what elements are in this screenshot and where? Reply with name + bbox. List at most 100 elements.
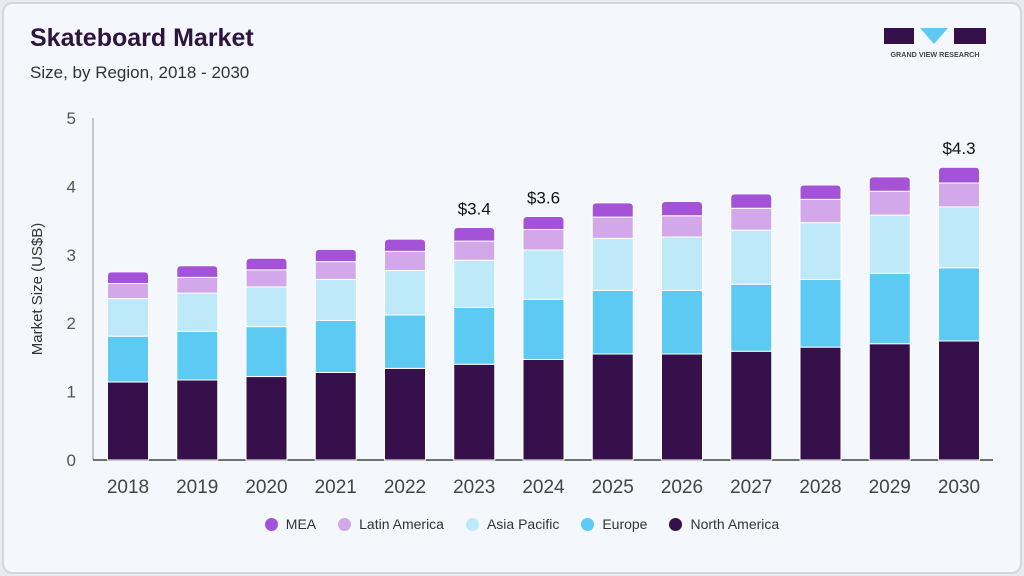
legend-item: Europe [581,516,647,532]
legend-swatch [338,517,352,531]
data-label: $3.4 [458,199,491,218]
y-tick-label: 3 [67,246,76,265]
bar-segment-asia-pacific [314,278,357,321]
bar-segment-europe [522,298,565,360]
bar-segment-mea [384,238,426,252]
bar-segment-europe [799,278,842,348]
legend-swatch [581,517,595,531]
bar-segment-asia-pacific [730,229,773,285]
bar-segment-north-america [176,379,219,461]
bar-segment-mea [245,257,288,271]
y-tick-label: 0 [67,451,76,470]
bar-segment-north-america [591,353,634,461]
bar-segment-mea [314,248,357,263]
legend-label: MEA [285,516,317,532]
bar-segment-asia-pacific [661,236,703,291]
bar-segment-mea [453,226,496,242]
bar-segment-north-america [384,367,426,461]
x-tick-label: 2024 [522,477,565,498]
bar-segment-europe [730,283,773,352]
bar-segment-europe [868,272,911,345]
y-tick-label: 4 [67,177,76,196]
x-tick-label: 2026 [661,477,703,498]
bar-segment-north-america [453,363,496,461]
legend-label: Asia Pacific [486,516,560,532]
x-tick-label: 2020 [245,477,287,498]
bar-segment-north-america [245,376,288,461]
bar-segment-mea [591,202,634,218]
bar-segment-latin-america [107,283,149,300]
y-axis-label: Market Size (US$B) [29,223,46,356]
bar-segment-mea [799,184,842,200]
x-tick-label: 2028 [799,477,841,498]
bar-segment-europe [245,326,288,378]
bar-segment-asia-pacific [384,270,426,316]
legend-item: MEA [264,516,317,532]
bar-segment-latin-america [314,261,357,280]
svg-text:GRAND VIEW RESEARCH: GRAND VIEW RESEARCH [890,50,979,59]
bar-segment-asia-pacific [176,292,219,332]
bar-segment-mea [176,265,219,278]
bar-segment-europe [661,289,703,355]
bar-segment-latin-america [938,182,980,208]
bar-segment-latin-america [799,198,842,224]
legend-swatch [669,517,683,531]
legend-item: Latin America [338,516,444,532]
bar-segment-asia-pacific [938,206,980,269]
bar-segment-europe [314,319,357,373]
legend-item: Asia Pacific [465,516,560,532]
bar-segment-latin-america [176,276,219,294]
bar-segment-europe [176,330,219,381]
legend-swatch [264,517,278,531]
grand-view-research-logo: GRAND VIEW RESEARCH [884,28,986,59]
x-tick-label: 2022 [384,477,426,498]
legend-item: North America [669,516,779,532]
bar-segment-mea [522,215,565,230]
bar-segment-mea [868,176,911,192]
bar-segment-asia-pacific [245,286,288,328]
bar-segment-mea [730,193,773,209]
bar-segment-north-america [938,340,980,461]
bar-segment-europe [107,335,149,383]
bar-segment-mea [661,200,703,217]
x-tick-label: 2030 [938,477,980,498]
x-tick-label: 2018 [107,477,149,498]
x-tick-label: 2019 [176,477,218,498]
y-tick-label: 5 [67,109,76,128]
bar-segment-north-america [730,350,773,461]
data-label: $4.3 [942,139,975,158]
bar-segment-north-america [868,343,911,461]
x-tick-label: 2025 [592,477,634,498]
x-tick-label: 2029 [869,477,911,498]
bar-segment-asia-pacific [799,222,842,280]
bar-segment-latin-america [245,269,288,288]
bar-segment-latin-america [868,190,911,216]
bar-segment-asia-pacific [522,249,565,300]
legend-swatch [465,517,479,531]
bar-segment-latin-america [384,250,426,272]
bar-segment-asia-pacific [453,259,496,308]
bar-segment-north-america [799,346,842,461]
page-title: Skateboard Market [30,24,254,52]
bar-segment-europe [591,289,634,355]
bar-segment-asia-pacific [591,237,634,291]
bar-segment-asia-pacific [868,214,911,274]
bar-segment-latin-america [591,216,634,239]
bar-segment-north-america [107,381,149,461]
legend-label: Latin America [359,516,444,532]
bar-segment-europe [938,267,980,342]
bar-segment-latin-america [522,228,565,251]
bar-segment-north-america [661,353,703,461]
bar-segment-europe [384,314,426,369]
bar-segment-latin-america [661,215,703,238]
x-tick-label: 2021 [315,477,357,498]
y-tick-label: 2 [67,314,76,333]
x-tick-label: 2027 [730,477,772,498]
bar-segment-north-america [314,371,357,461]
bar-segment-mea [107,271,149,285]
data-label: $3.6 [527,188,560,207]
legend-label: North America [690,516,780,532]
legend: MEA Latin America Asia Pacific Europe North … [0,516,1024,532]
